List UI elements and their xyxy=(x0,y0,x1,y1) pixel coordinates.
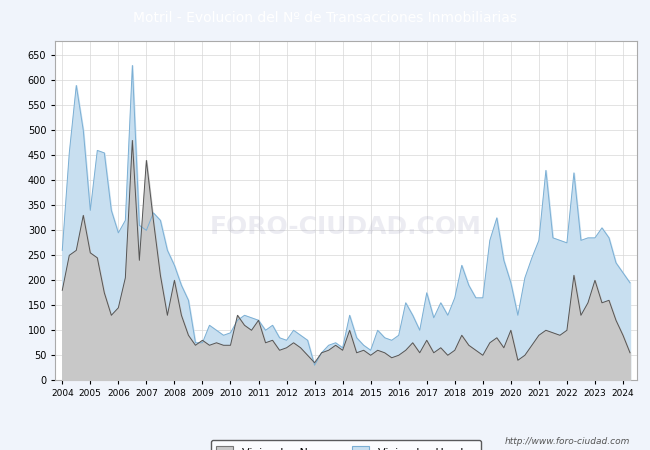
Legend: Viviendas Nuevas, Viviendas Usadas: Viviendas Nuevas, Viviendas Usadas xyxy=(211,440,482,450)
Text: Motril - Evolucion del Nº de Transacciones Inmobiliarias: Motril - Evolucion del Nº de Transaccion… xyxy=(133,11,517,26)
Text: FORO-CIUDAD.COM: FORO-CIUDAD.COM xyxy=(210,216,482,239)
Text: http://www.foro-ciudad.com: http://www.foro-ciudad.com xyxy=(505,436,630,446)
